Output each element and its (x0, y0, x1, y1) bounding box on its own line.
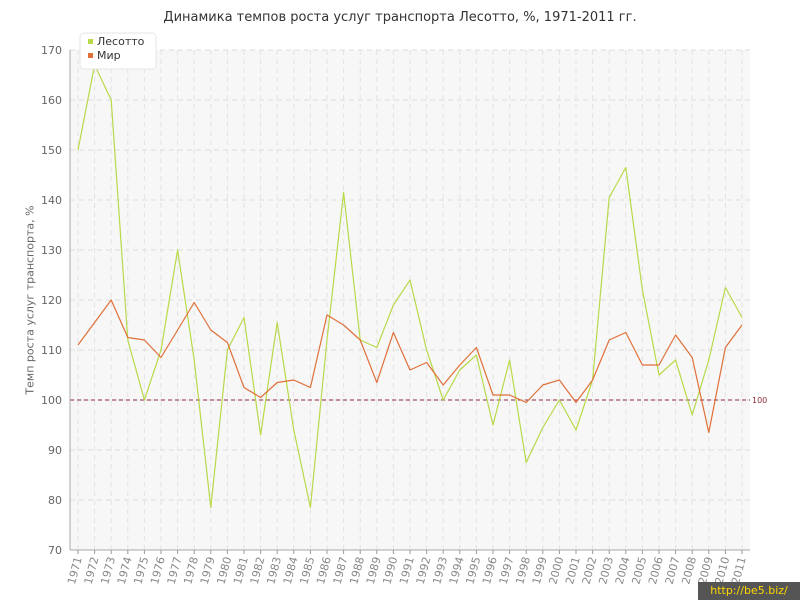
legend-marker-1 (88, 39, 93, 44)
y-tick-label: 160 (41, 94, 62, 107)
y-tick-label: 130 (41, 244, 62, 257)
y-tick-label: 80 (48, 494, 62, 507)
y-tick-label: 70 (48, 544, 62, 557)
series-line-1 (77, 64, 743, 509)
chart-title: Динамика темпов роста услуг транспорта Л… (163, 10, 637, 25)
legend-marker-2 (88, 53, 93, 58)
reference-line-label: 100 (752, 396, 767, 405)
y-tick-label: 150 (41, 144, 62, 157)
y-tick-label: 110 (41, 344, 62, 357)
watermark-link[interactable]: http://be5.biz/ (698, 582, 800, 600)
y-tick-label: 120 (41, 294, 62, 307)
series-line-2 (77, 299, 743, 434)
legend-box (79, 32, 157, 70)
y-tick-label: 140 (41, 194, 62, 207)
legend-label-1: Лесотто (97, 35, 145, 48)
y-tick-label: 170 (41, 44, 62, 57)
legend-label-2: Мир (97, 49, 121, 62)
y-tick-label: 90 (48, 444, 62, 457)
y-tick-label: 100 (41, 394, 62, 407)
